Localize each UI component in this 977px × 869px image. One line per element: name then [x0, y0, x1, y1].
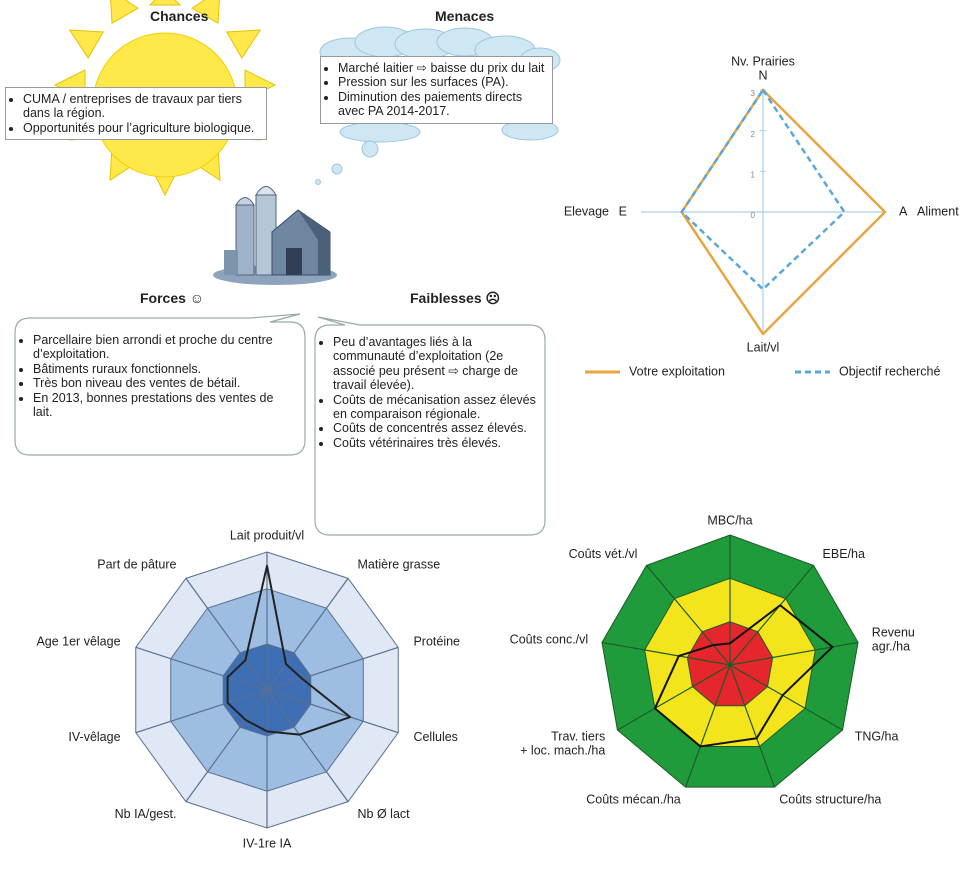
radar-axis	[266, 689, 349, 802]
forces-item: Bâtiments ruraux fonctionnels.	[33, 362, 292, 376]
menaces-title: Menaces	[435, 8, 495, 24]
axis-label: Lait produit/vl	[230, 528, 304, 542]
farm-icon	[213, 186, 337, 285]
forces-item: Très bon niveau des ventes de bétail.	[33, 376, 292, 390]
axis-label: agr./ha	[872, 639, 910, 653]
radar-axis	[601, 641, 731, 666]
legend-label: Objectif recherché	[839, 364, 940, 378]
chances-item: CUMA / entreprises de travaux par tiers …	[23, 92, 260, 121]
axis-label: Matière grasse	[358, 558, 441, 572]
faiblesses-box: Peu d’avantages liés à la communauté d’e…	[322, 335, 542, 450]
axis-label: Lait/vl	[747, 340, 780, 354]
radar-axis	[135, 689, 268, 734]
menaces-box: Marché laitier ⇨ baisse du prix du laitP…	[320, 56, 553, 124]
radar-axis	[617, 664, 731, 731]
faiblesses-title: Faiblesses ☹	[410, 290, 501, 306]
radar-axis	[135, 646, 268, 691]
axis-label: Cellules	[413, 730, 457, 744]
radar-axis	[266, 689, 399, 734]
axis-label: Nb IA/gest.	[115, 807, 177, 821]
axis-label: Elevage	[564, 204, 609, 218]
faiblesses-item: Coûts vétérinaires très élevés.	[333, 436, 542, 450]
radar-axis	[729, 565, 815, 666]
axis-code: E	[619, 204, 627, 218]
axis-label: IV-1re IA	[243, 836, 292, 850]
radar-axis	[729, 664, 843, 731]
radar-axis	[266, 646, 399, 691]
axis-label: Nb Ø lact	[358, 807, 411, 821]
axis-code: N	[758, 68, 767, 82]
tick-label: 1	[751, 170, 756, 179]
tick-label: 2	[751, 130, 756, 139]
radar-line	[680, 88, 887, 336]
tick-label: 0	[751, 211, 756, 220]
radar-axis	[729, 641, 859, 666]
radar-line	[226, 564, 352, 736]
axis-label: Aliment	[917, 204, 959, 218]
menaces-item: Pression sur les surfaces (PA).	[338, 75, 546, 89]
faiblesses-item: Coûts de concentrés assez élevés.	[333, 421, 542, 435]
axis-label: IV-vêlage	[68, 730, 120, 744]
faiblesses-item: Coûts de mécanisation assez élevés en co…	[333, 393, 542, 422]
axis-label: TNG/ha	[855, 729, 899, 743]
axis-label: Coûts structure/ha	[779, 793, 881, 807]
axis-label: Nv. Prairies	[731, 54, 795, 68]
forces-bubble	[14, 313, 306, 456]
legend-label: Votre exploitation	[629, 364, 725, 378]
chances-box: CUMA / entreprises de travaux par tiers …	[5, 87, 267, 141]
radar-axis	[729, 664, 776, 788]
axis-label: Trav. tiers	[551, 729, 605, 743]
axis-label: Revenu	[872, 625, 915, 639]
axis-label: Coûts vét./vl	[569, 547, 638, 561]
axis-label: Coûts mécan./ha	[586, 793, 681, 807]
radar-axis	[266, 578, 349, 691]
chances-item: Opportunités pour l’agriculture biologiq…	[23, 121, 260, 135]
axis-label: + loc. mach./ha	[520, 743, 605, 757]
radar-axis	[645, 565, 731, 666]
radar-axis	[185, 689, 268, 802]
forces-item: Parcellaire bien arrondi et proche du ce…	[33, 333, 292, 362]
menaces-item: Marché laitier ⇨ baisse du prix du lait	[338, 61, 546, 75]
radar-line	[653, 604, 834, 748]
radar-axis	[185, 578, 268, 691]
axis-label: MBC/ha	[707, 513, 752, 527]
axis-label: Part de pâture	[97, 558, 176, 572]
axis-code: A	[899, 204, 908, 218]
forces-item: En 2013, bonnes prestations des ventes d…	[33, 391, 292, 420]
tick-label: 3	[751, 89, 756, 98]
faiblesses-item: Peu d’avantages liés à la communauté d’e…	[333, 335, 542, 393]
axis-label: Coûts conc./vl	[510, 632, 589, 646]
radar-axis	[684, 664, 731, 788]
forces-title: Forces ☺	[140, 290, 205, 306]
menaces-item: Diminution des paiements directs avec PA…	[338, 90, 546, 119]
chances-title: Chances	[150, 8, 209, 24]
forces-box: Parcellaire bien arrondi et proche du ce…	[22, 333, 292, 419]
axis-label: Protéine	[413, 635, 460, 649]
faiblesses-bubble	[314, 316, 546, 536]
axis-label: Age 1er vêlage	[36, 635, 120, 649]
axis-label: EBE/ha	[823, 547, 865, 561]
